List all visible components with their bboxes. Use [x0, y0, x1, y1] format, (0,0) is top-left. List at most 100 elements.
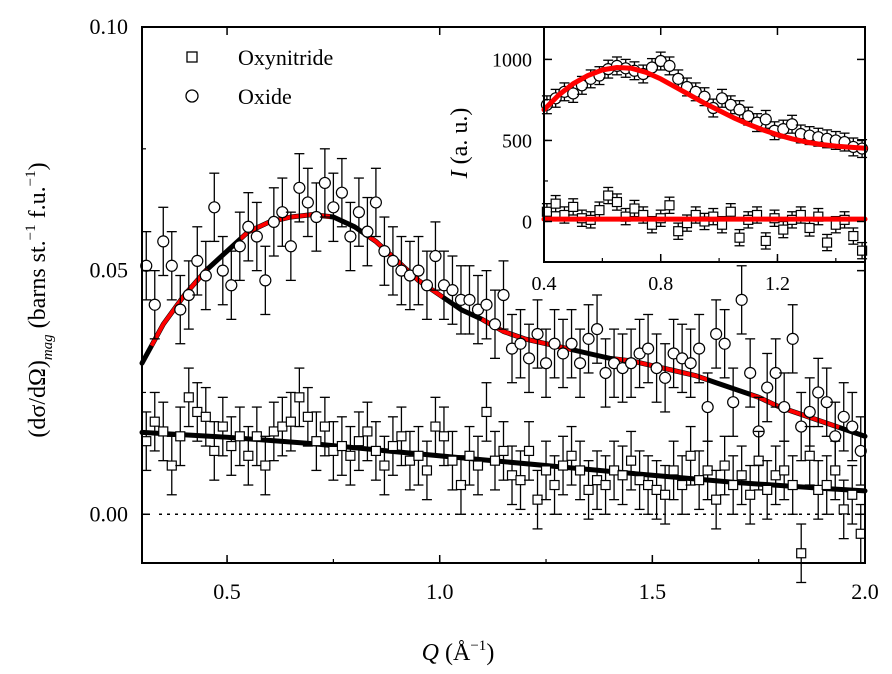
oxide-point — [693, 313, 706, 384]
square-marker — [345, 450, 356, 461]
circle-marker — [582, 332, 595, 345]
square-marker — [550, 198, 561, 209]
oxide-point — [795, 391, 808, 462]
legend-marker-oxynitride — [186, 51, 198, 63]
oxide-point — [148, 269, 161, 340]
x-axis-unit-close: ) — [486, 640, 494, 666]
circle-marker — [590, 323, 604, 336]
oxynitride-point — [753, 430, 764, 491]
legend-marker-oxide — [185, 89, 199, 103]
circle-marker — [659, 371, 672, 384]
oxynitride-point — [311, 411, 322, 472]
circle-marker — [301, 196, 314, 209]
circle-marker — [624, 357, 638, 370]
oxynitride-point — [481, 382, 492, 442]
square-marker — [760, 235, 771, 247]
square-marker — [302, 411, 313, 422]
oxide-point — [744, 338, 757, 408]
legend-label-oxide: Oxide — [238, 84, 292, 109]
y-tick-label: 0.00 — [90, 501, 129, 526]
oxynitride-point — [489, 430, 501, 491]
series-oxynitride — [141, 367, 866, 584]
oxynitride-point — [787, 455, 798, 515]
fit-oxide-fit-overlay — [140, 212, 866, 439]
circle-marker — [386, 254, 400, 267]
oxynitride-point — [550, 194, 561, 213]
square-marker — [574, 465, 586, 476]
circle-marker — [803, 405, 816, 419]
square-marker — [847, 489, 858, 500]
oxide-point — [157, 206, 170, 277]
circle-marker — [216, 264, 229, 277]
oxynitride-point — [387, 416, 399, 476]
square-marker — [158, 426, 169, 437]
square-marker — [711, 494, 722, 505]
oxynitride-point — [611, 193, 623, 211]
oxide-point — [837, 382, 850, 452]
square-marker — [268, 426, 279, 437]
x-axis-symbol: Q — [422, 640, 439, 666]
square-marker — [728, 479, 739, 491]
oxide-point — [659, 343, 672, 413]
oxynitride-point — [830, 440, 841, 501]
oxynitride-point — [413, 425, 424, 486]
square-marker — [664, 200, 675, 211]
square-marker — [770, 470, 781, 481]
circle-marker — [488, 318, 502, 331]
main-data-markers — [140, 148, 867, 584]
circle-marker — [650, 361, 663, 375]
circle-marker — [242, 220, 255, 233]
circle-marker — [715, 92, 729, 105]
oxynitride-point — [734, 228, 745, 247]
square-marker — [251, 431, 262, 442]
oxynitride-point — [336, 416, 347, 476]
oxynitride-point — [838, 479, 849, 540]
square-marker — [608, 465, 620, 476]
oxide-point — [284, 211, 297, 282]
oxide-point — [803, 377, 816, 447]
oxynitride-point — [353, 411, 364, 472]
square-marker — [787, 479, 798, 491]
oxide-point — [522, 323, 536, 394]
square-marker — [311, 436, 322, 447]
square-marker — [594, 205, 605, 216]
circle-marker — [539, 357, 553, 370]
oxide-point — [352, 177, 365, 247]
oxynitride-point — [600, 455, 611, 515]
square-marker — [506, 470, 518, 481]
circle-marker — [641, 342, 655, 355]
square-marker — [285, 416, 296, 427]
circle-marker — [778, 400, 791, 414]
x-tick-label: 0.5 — [213, 579, 241, 604]
square-marker — [319, 421, 330, 432]
legend: Oxynitride Oxide — [185, 45, 333, 109]
oxynitride-point — [498, 421, 509, 481]
square-marker — [736, 470, 747, 481]
square-marker — [804, 222, 815, 234]
circle-marker — [837, 410, 850, 423]
y-tick-label: 0.05 — [90, 258, 129, 283]
y-axis-units-end: ) — [25, 162, 51, 170]
square-marker — [660, 489, 671, 500]
circle-marker — [378, 245, 391, 258]
oxide-point — [378, 216, 391, 286]
oxynitride-point — [821, 233, 833, 252]
x-axis-title: Q (Å−1) — [422, 638, 495, 666]
square-marker — [677, 479, 688, 491]
oxynitride-point — [438, 406, 450, 467]
square-marker — [336, 440, 347, 452]
y-axis-units-exp1: −1 — [23, 224, 39, 240]
square-marker — [685, 450, 696, 461]
oxide-point — [446, 255, 459, 325]
circle-marker — [361, 225, 374, 238]
circle-marker — [672, 72, 685, 85]
circle-marker — [420, 279, 434, 292]
oxynitride-point — [847, 464, 858, 525]
x-tick-label: 2.0 — [851, 579, 879, 604]
inset-fit-curves — [541, 65, 868, 222]
oxynitride-point — [370, 421, 382, 481]
square-marker — [838, 504, 849, 515]
oxynitride-point — [813, 460, 824, 520]
circle-marker — [733, 103, 746, 116]
